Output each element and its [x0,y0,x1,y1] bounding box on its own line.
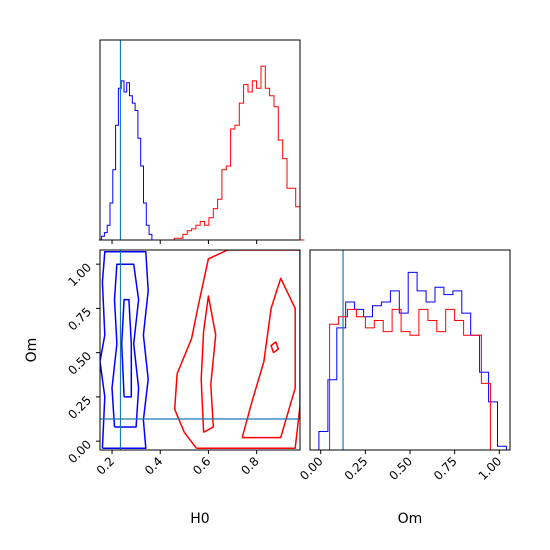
om-hist-xtick-label-0: 0.00 [297,454,326,483]
h0-hist-series-1-histogram [169,65,305,241]
series-0-contour-1 [111,263,140,428]
h0-om-contour-panel: 0.2 0.4 0.6 0.8 0.00 0.25 0.50 0.75 1.00 H0 Om [24,249,301,527]
om-hist-xtick-label-3: 0.75 [431,454,460,483]
h0-hist-frame [99,39,301,241]
contour-xtick-label-1: 0.4 [142,454,165,477]
series-1-contour-0 [173,250,300,449]
series-0-contour-0 [100,251,149,449]
contour-xtick-label-0: 0.2 [94,454,117,477]
contour-ytick-label-0: 0.00 [65,437,94,466]
h0-xlabel: H0 [190,511,209,527]
om-ylabel: Om [24,338,40,363]
om-hist-xtick-label-4: 1.00 [476,454,505,483]
om-xlabel: Om [398,511,423,527]
series-1-contour-2 [200,295,217,433]
contour-ytick-label-4: 1.00 [65,260,94,289]
om-hist-series-0-histogram [310,271,507,451]
om-histogram-panel: 0.00 0.25 0.50 0.75 1.00 Om [297,249,511,527]
contour-xtick-label-3: 0.8 [238,454,261,477]
om-hist-xtick-label-1: 0.25 [342,454,371,483]
contour-ytick-label-2: 0.50 [65,349,94,378]
series-1-contour-3 [270,341,280,354]
h0-hist-series-0-histogram [98,80,155,241]
om-hist-xtick-label-2: 0.50 [386,454,415,483]
series-0-contour-2 [120,298,133,398]
contour-frame [99,249,301,451]
om-hist-series-1-histogram [320,308,500,451]
contour-group [100,250,300,449]
series-1-contour-1 [241,277,296,439]
contour-ytick-label-3: 0.75 [65,305,94,334]
h0-histogram-panel [98,39,305,244]
contour-ytick-label-1: 0.25 [65,393,94,422]
contour-xtick-label-2: 0.6 [190,454,213,477]
